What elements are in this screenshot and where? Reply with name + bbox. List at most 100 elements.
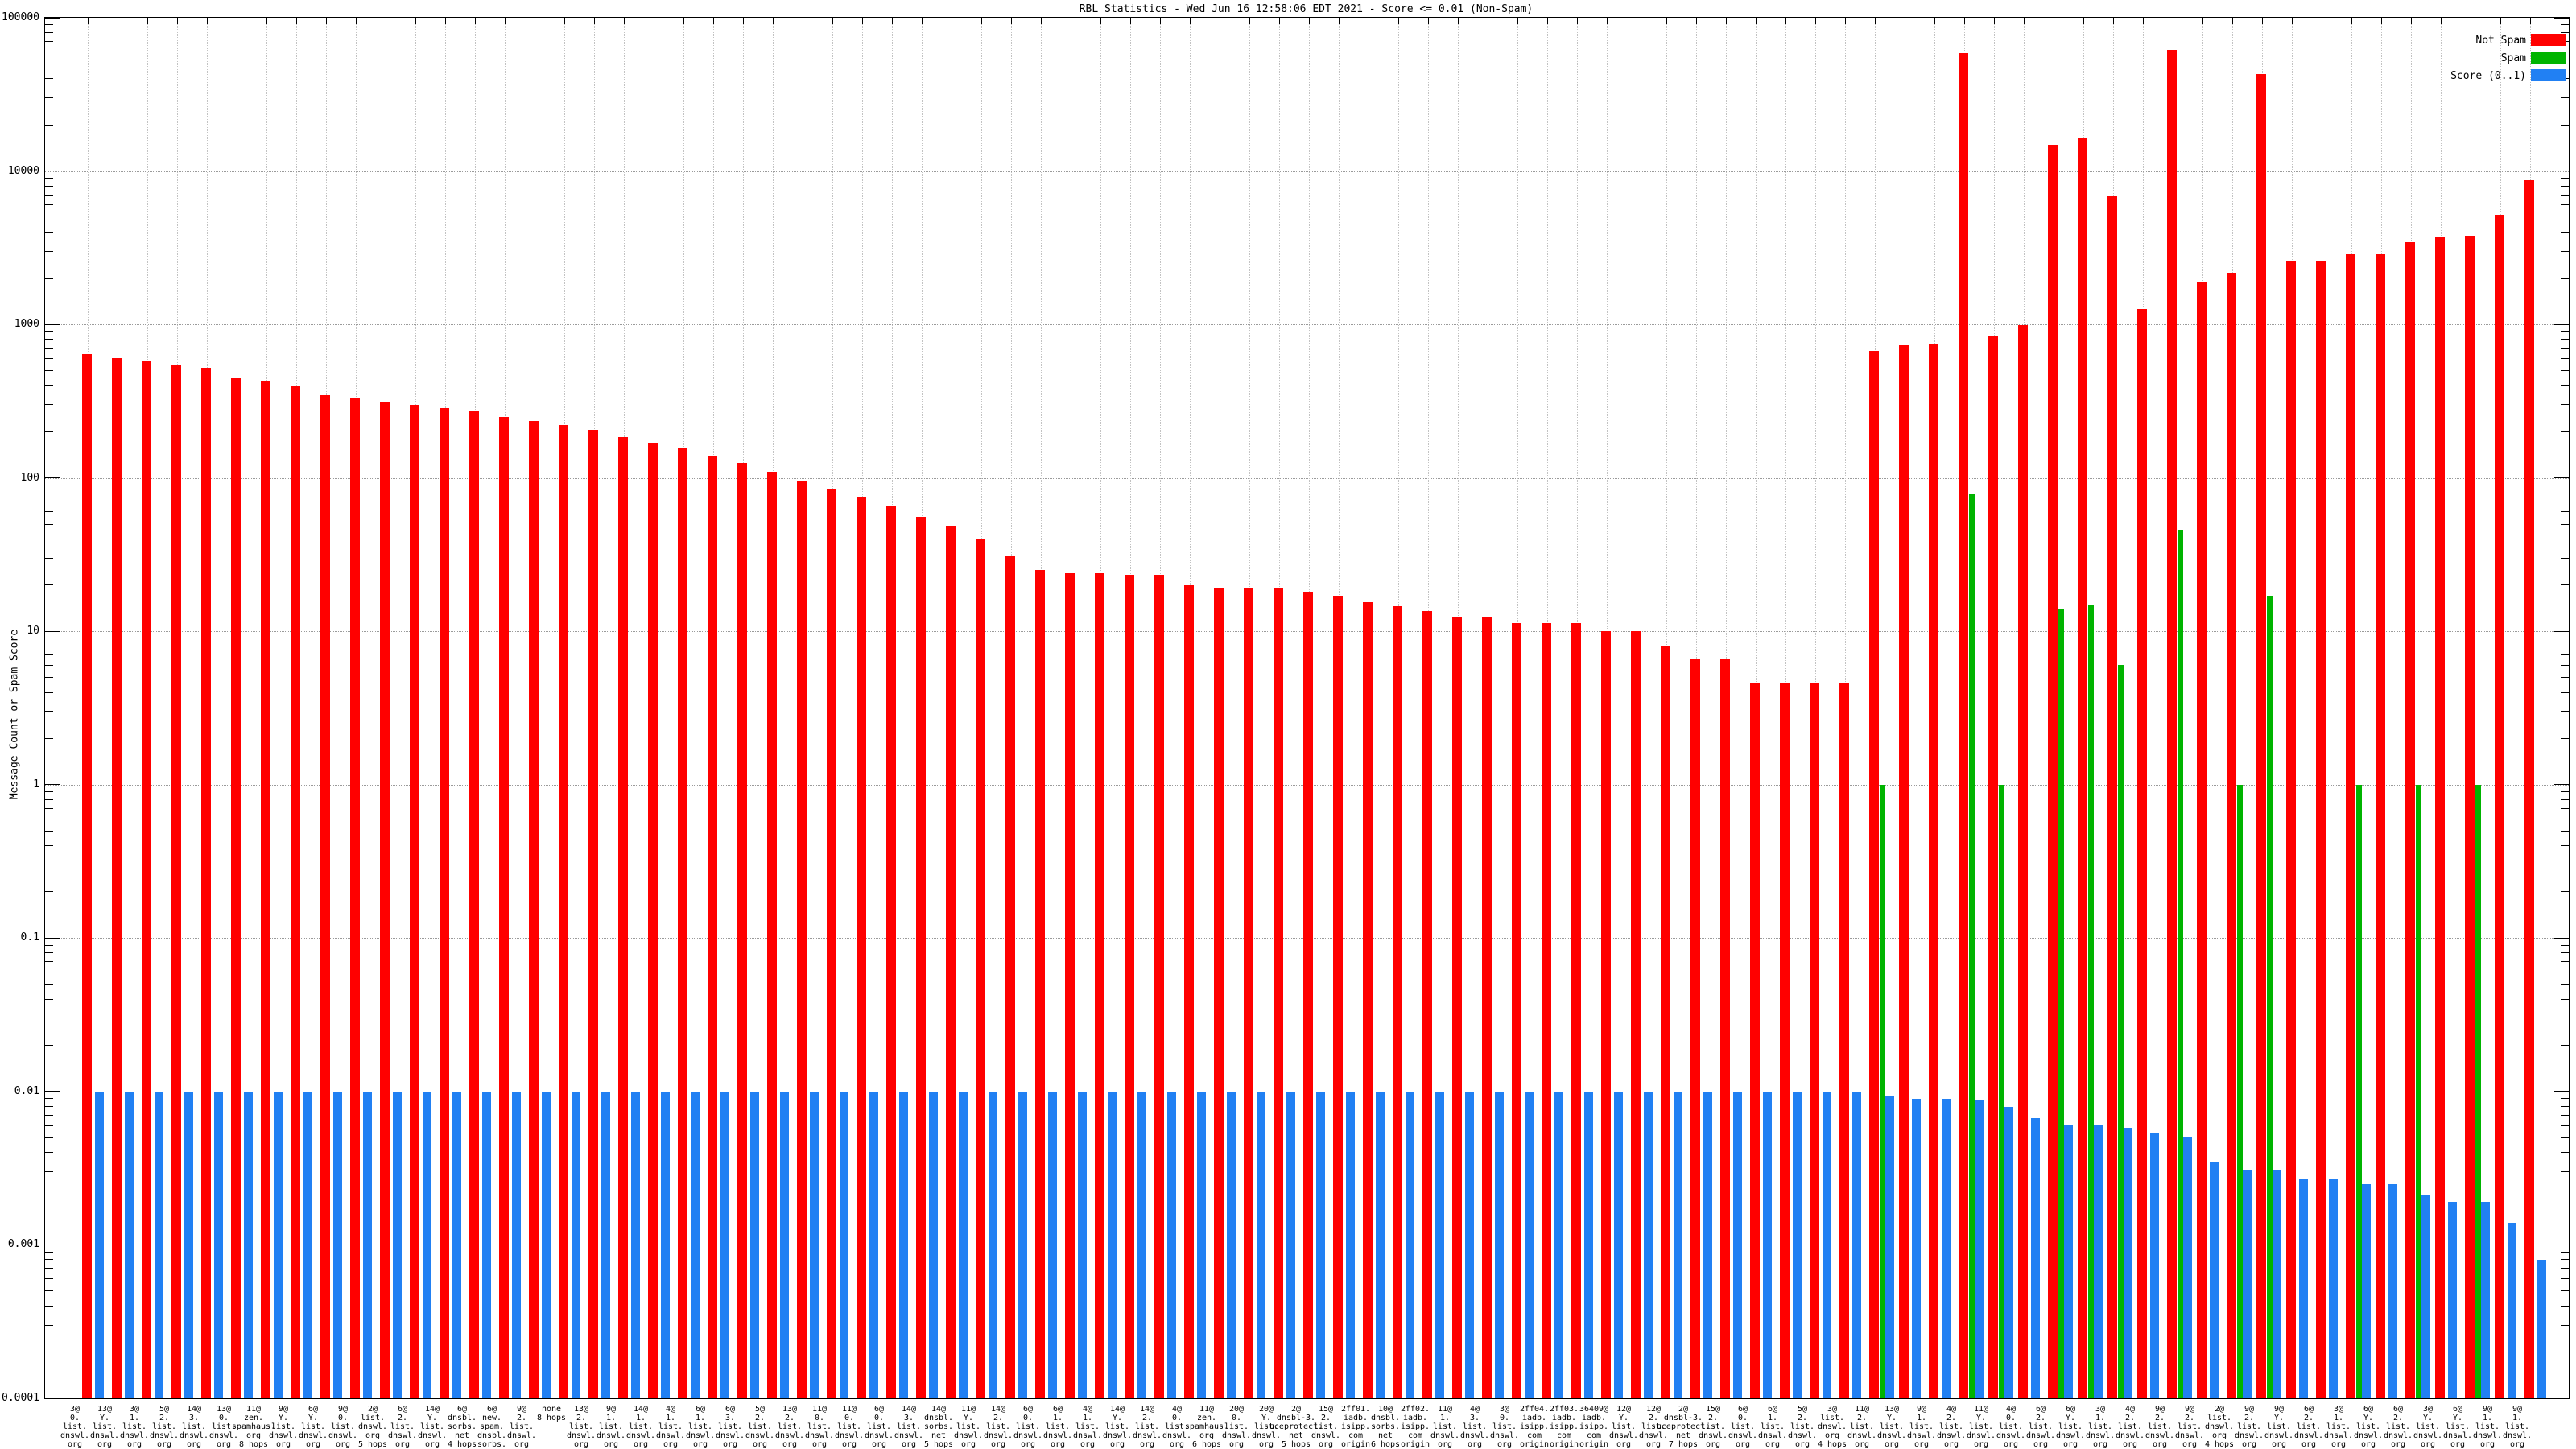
bar-score <box>1167 1091 1176 1398</box>
bar-not-spam <box>946 526 956 1398</box>
x-top-tick <box>176 18 178 24</box>
y-minor-tick <box>45 250 53 252</box>
y-minor-tick <box>45 204 53 206</box>
bar-not-spam <box>2316 261 2326 1398</box>
x-top-tick <box>1934 18 1935 24</box>
bar-not-spam <box>2167 49 2177 1398</box>
bar-not-spam <box>2078 137 2087 1398</box>
y-minor-tick <box>2561 194 2569 196</box>
y-minor-tick <box>45 1152 53 1154</box>
x-top-tick <box>504 18 506 24</box>
x-group-label: 6@ 1. list. dnswl. org origin <box>1042 1405 1073 1449</box>
x-group-label: 10@ dnsbl. sorbs. net 6 hops <box>1370 1405 1401 1449</box>
bar-score <box>572 1091 580 1398</box>
bar-score <box>423 1091 431 1398</box>
x-top-tick <box>2410 18 2412 24</box>
bar-not-spam <box>1690 658 1700 1398</box>
x-group-label: 2@ list. dnswl. org 5 hops <box>357 1405 388 1449</box>
bar-not-spam <box>1035 570 1045 1398</box>
bar-not-spam <box>1214 588 1224 1398</box>
y-tick-label: 0.001 <box>7 1238 39 1251</box>
x-top-tick <box>623 18 625 24</box>
x-group-label: 11@ 0. list. dnswl. org 3 hops <box>834 1405 865 1449</box>
x-group-label: 14@ 1. list. dnswl. org 1 hop <box>625 1405 656 1449</box>
bar-score <box>929 1091 938 1398</box>
bar-score <box>1823 1091 1831 1398</box>
x-group-label: 20@ 0. list. dnswl. org 3 hops <box>1221 1405 1252 1449</box>
bar-not-spam <box>2524 180 2534 1398</box>
x-top-tick <box>147 18 148 24</box>
bar-score <box>1465 1091 1474 1398</box>
y-minor-tick <box>2561 523 2569 525</box>
x-group-label: 14@ Y. list. dnswl. org 2 hops <box>417 1405 448 1449</box>
bar-not-spam <box>499 416 509 1398</box>
bar-not-spam <box>410 404 419 1398</box>
bar-score <box>691 1091 700 1398</box>
y-minor-tick <box>45 97 53 99</box>
x-group-label: 9@ Y. list. dnswl. org 4 hops <box>2264 1405 2294 1449</box>
y-minor-tick <box>2561 799 2569 800</box>
bar-score <box>2183 1137 2192 1398</box>
bar-not-spam <box>2346 254 2355 1398</box>
bar-score <box>840 1091 848 1398</box>
y-minor-tick <box>45 1105 53 1107</box>
y-minor-tick <box>2561 24 2569 26</box>
bar-score <box>959 1091 968 1398</box>
bar-not-spam <box>2286 261 2296 1398</box>
x-top-tick <box>2112 18 2114 24</box>
x-top-tick <box>1606 18 1608 24</box>
bar-score <box>1227 1091 1236 1398</box>
x-group-label: 13@ 2. list. dnswl. org 2 hops <box>566 1405 597 1449</box>
x-group-label: 2@ dnsbl-3. uceprotect. net 5 hops <box>1269 1405 1323 1449</box>
bar-not-spam <box>142 361 151 1398</box>
x-group-label: 11@ Y. list. dnswl. org 3 hops <box>1966 1405 1996 1449</box>
y-major-tick <box>45 937 60 939</box>
y-minor-tick <box>45 711 53 712</box>
y-gridline <box>45 171 2569 172</box>
y-minor-tick <box>45 944 53 946</box>
y-minor-tick <box>2561 584 2569 586</box>
y-minor-tick <box>45 584 53 586</box>
y-minor-tick <box>45 369 53 371</box>
bar-not-spam <box>1571 623 1581 1398</box>
bar-score <box>1525 1091 1534 1398</box>
x-group-label: 2ff04. iadb. isipp. com origin <box>1519 1405 1550 1449</box>
bar-spam <box>2088 604 2094 1398</box>
y-minor-tick <box>45 998 53 1000</box>
y-minor-tick <box>45 1045 53 1046</box>
y-minor-tick <box>2561 891 2569 893</box>
bar-score <box>274 1091 283 1398</box>
y-minor-tick <box>45 1278 53 1280</box>
y-minor-tick <box>2561 124 2569 126</box>
bar-not-spam <box>1869 350 1879 1398</box>
x-group-label: 3@ 1. list. dnswl. org 4 hops <box>119 1405 150 1449</box>
x-group-label: 11@ zen. spamhaus. org 6 hops <box>1184 1405 1229 1449</box>
y-minor-tick <box>45 891 53 893</box>
bar-not-spam <box>2405 242 2415 1398</box>
bar-not-spam <box>886 506 896 1398</box>
x-top-tick <box>2351 18 2352 24</box>
x-group-label: 9@ 2. list. dnswl. org 1 hop <box>2145 1405 2175 1449</box>
bar-not-spam <box>2495 214 2504 1398</box>
y-minor-tick <box>45 78 53 80</box>
y-major-tick <box>2554 477 2569 479</box>
bar-not-spam <box>767 471 777 1398</box>
y-minor-tick <box>2561 231 2569 233</box>
bar-score <box>1435 1091 1444 1398</box>
bar-score <box>1793 1091 1802 1398</box>
y-minor-tick <box>2561 511 2569 513</box>
bar-not-spam <box>737 463 747 1398</box>
y-minor-tick <box>2561 944 2569 946</box>
y-minor-tick <box>45 1114 53 1116</box>
x-top-tick <box>2529 18 2531 24</box>
bar-score <box>2329 1179 2338 1398</box>
x-top-tick <box>1546 18 1548 24</box>
y-minor-tick <box>2561 830 2569 832</box>
y-minor-tick <box>2561 984 2569 985</box>
y-minor-tick <box>2561 369 2569 371</box>
bar-score <box>989 1091 997 1398</box>
y-minor-tick <box>2561 339 2569 341</box>
x-group-label: 6@ 2. list. dnswl. org 1 hop <box>2025 1405 2056 1449</box>
y-minor-tick <box>2561 1105 2569 1107</box>
bar-not-spam <box>1393 606 1402 1398</box>
